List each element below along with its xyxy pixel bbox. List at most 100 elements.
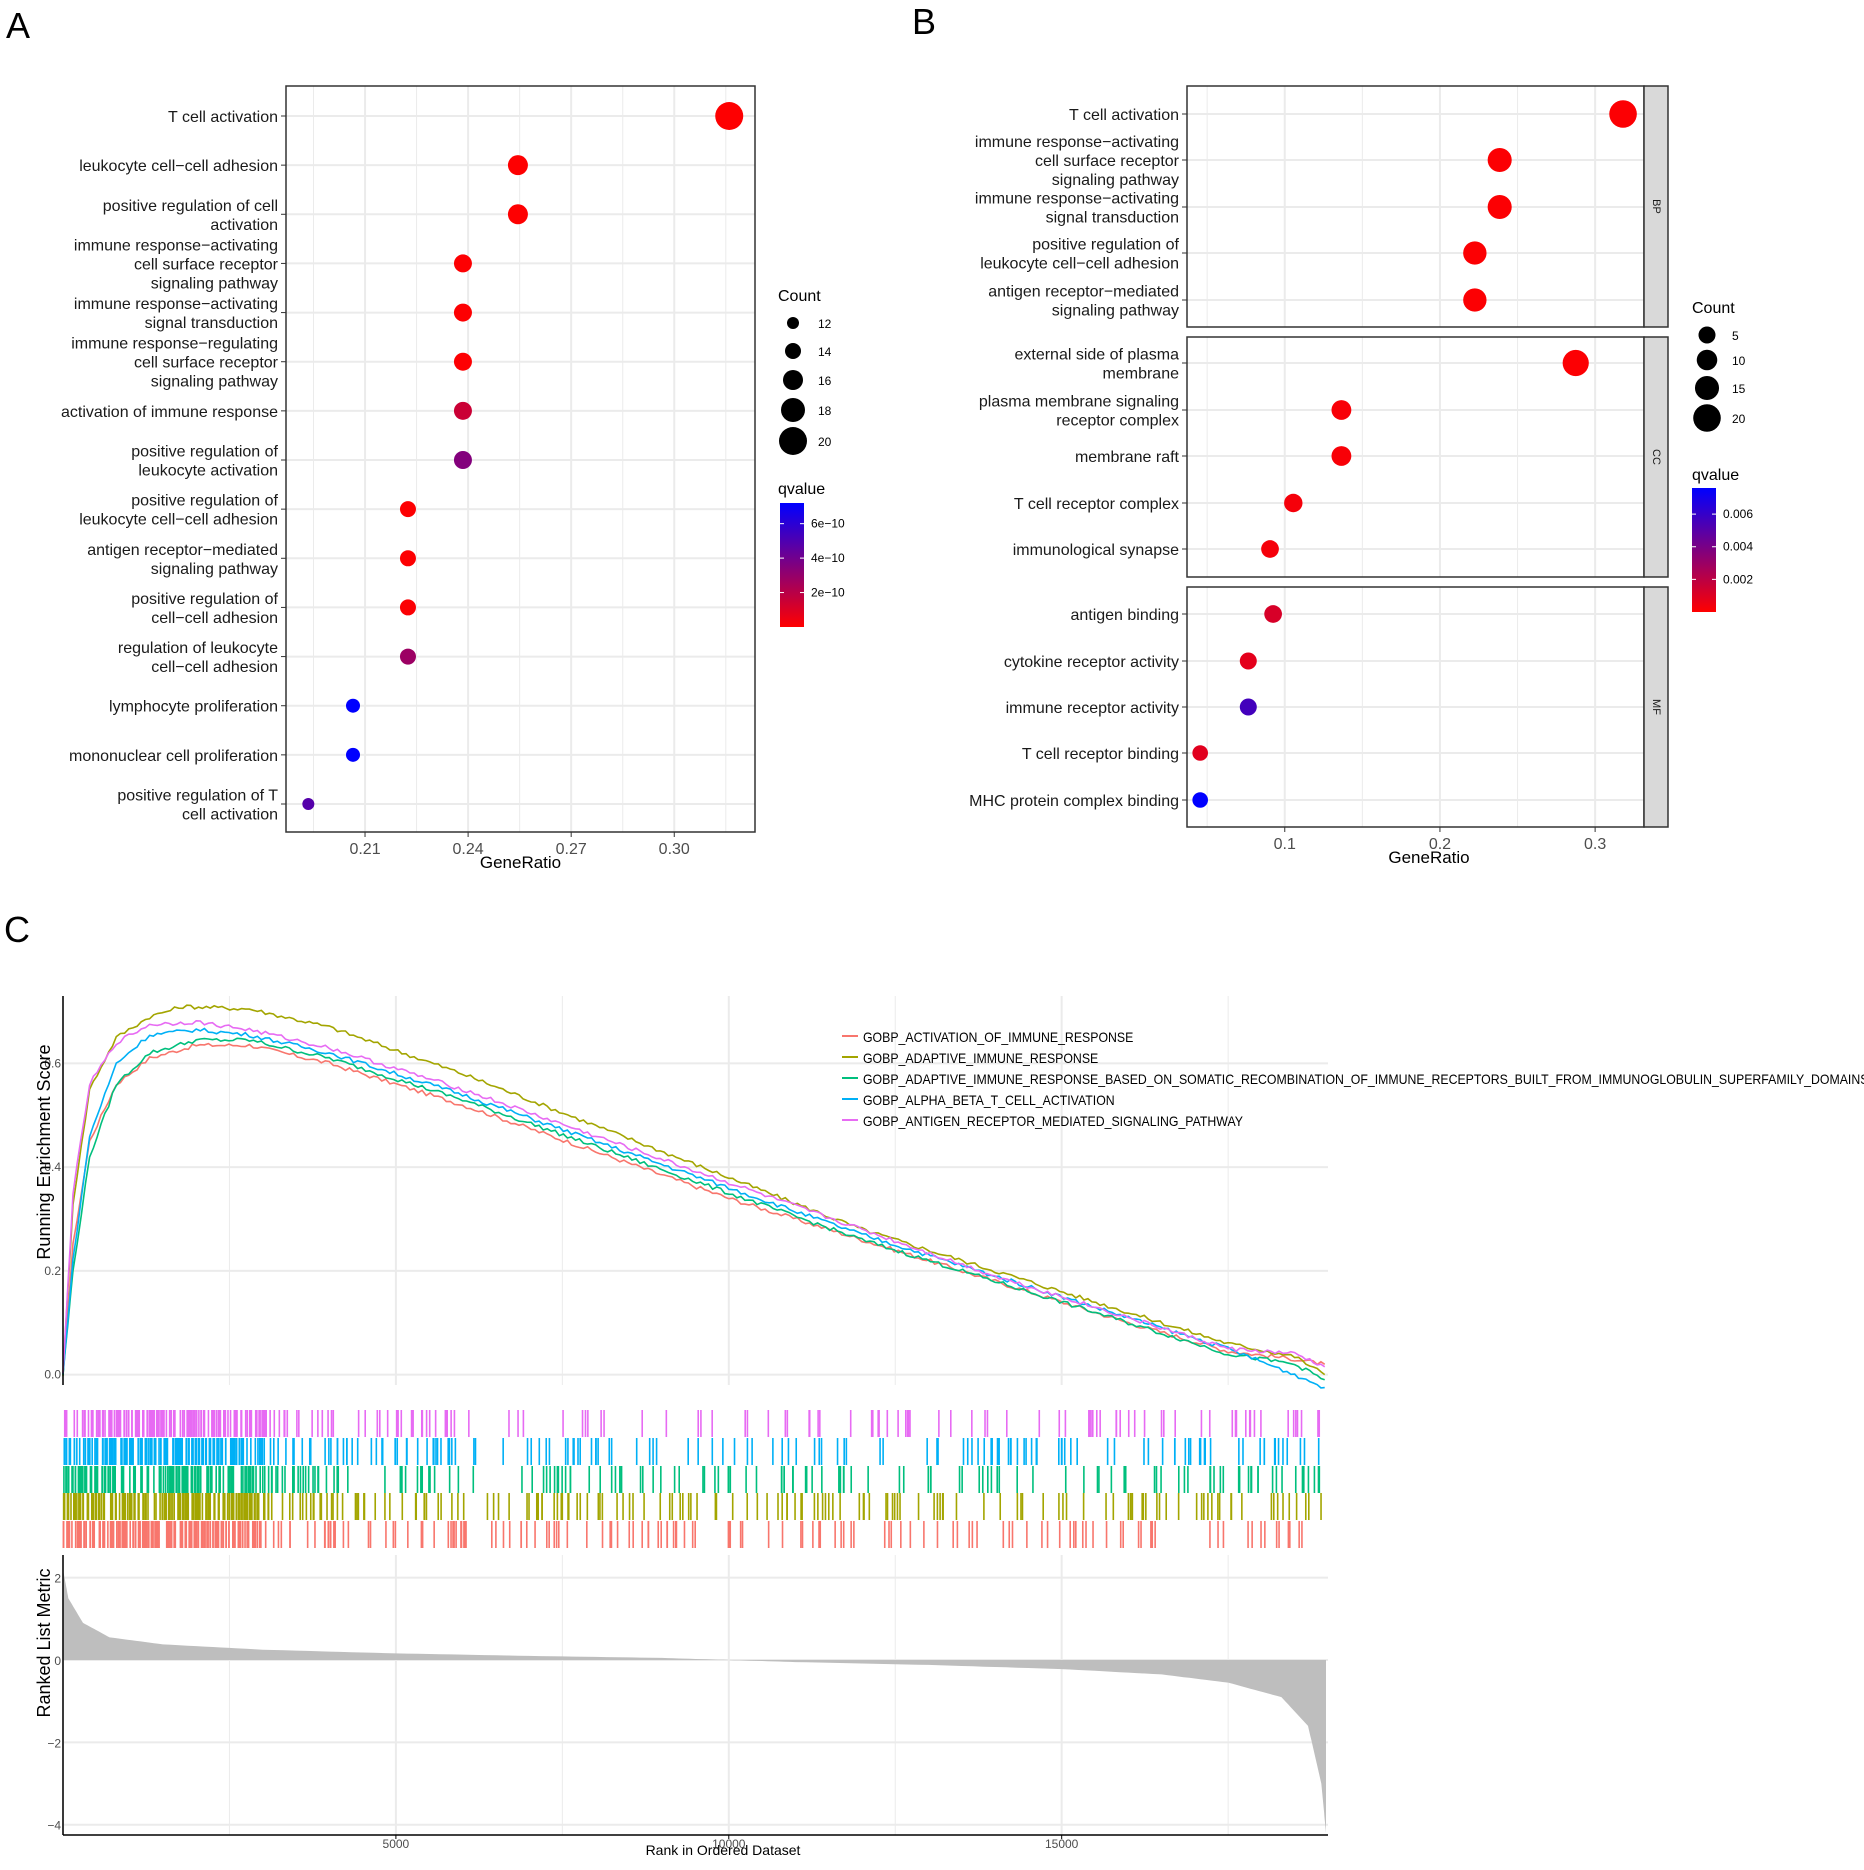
panel-b-term-label: cytokine receptor activity bbox=[1004, 654, 1179, 671]
panel-label-a: A bbox=[6, 5, 30, 46]
panel-a-point bbox=[399, 550, 416, 567]
panel-a-term-label: signaling pathway bbox=[151, 275, 278, 292]
panel-a-point bbox=[453, 352, 472, 371]
panel-c-x-axis-title: Rank in Ordered Dataset bbox=[646, 1842, 801, 1858]
panel-a-colorbar bbox=[780, 503, 804, 627]
panel-a-size-legend-label: 16 bbox=[818, 374, 832, 388]
panel-a-x-axis-title: GeneRatio bbox=[480, 853, 561, 872]
panel-c-xtick-label: 15000 bbox=[1045, 1837, 1079, 1851]
panel-c-hits-row-5 bbox=[63, 1410, 1321, 1437]
panel-b-term-label: T cell activation bbox=[1069, 107, 1179, 124]
panel-c-legend-label: GOBP_ADAPTIVE_IMMUNE_RESPONSE bbox=[863, 1050, 1098, 1066]
panel-b-facet-strip bbox=[1643, 85, 1669, 328]
panel-a-term-label: leukocyte cell−cell adhesion bbox=[79, 158, 278, 175]
panel-b-facet-strip bbox=[1643, 586, 1669, 828]
panel-b-term-label: plasma membrane signaling bbox=[979, 394, 1179, 411]
panel-b-point bbox=[1239, 698, 1257, 716]
panel-a-term-label: cell surface receptor bbox=[134, 355, 279, 372]
panel-a-term-label: immune response−regulating bbox=[71, 336, 278, 353]
panel-b-facet-strip-label: MF bbox=[1650, 699, 1662, 715]
panel-a-xtick-label: 0.24 bbox=[453, 841, 484, 858]
panel-a-dotplot: T cell activation leukocyte cell−cell adh… bbox=[61, 85, 845, 872]
panel-a-point bbox=[346, 698, 360, 713]
panel-c-top-ytick-label: 0.2 bbox=[44, 1264, 61, 1278]
panel-c-top-ytick-label: 0.4 bbox=[44, 1160, 61, 1174]
panel-a-term-label: cell−cell adhesion bbox=[151, 659, 278, 676]
panel-a-term-label: activation bbox=[210, 217, 278, 234]
panel-b-size-legend-key bbox=[1694, 375, 1720, 401]
panel-c-es-curve-1 bbox=[62, 1042, 1326, 1374]
panel-b-term-label: antigen binding bbox=[1070, 607, 1179, 624]
panel-a-point bbox=[507, 155, 528, 176]
panel-c-es-curve-2 bbox=[62, 1004, 1326, 1377]
panel-c-ranked-metric-area bbox=[63, 1569, 1326, 1833]
panel-b-point bbox=[1463, 241, 1487, 265]
panel-b-point bbox=[1487, 147, 1512, 173]
panel-a-term-label: mononuclear cell proliferation bbox=[69, 748, 278, 765]
panel-a-term-label: cell activation bbox=[182, 807, 278, 824]
panel-a-point bbox=[453, 254, 472, 273]
panel-b-xtick-label: 0.3 bbox=[1584, 836, 1606, 853]
panel-c-bottom-ytick-label: 2 bbox=[54, 1572, 61, 1586]
panel-b-term-label: immune receptor activity bbox=[1006, 700, 1179, 717]
panel-b-term-label: antigen receptor−mediated bbox=[988, 284, 1179, 301]
panel-a-term-label: immune response−activating bbox=[74, 296, 278, 313]
panel-b-size-legend-label: 20 bbox=[1732, 412, 1746, 426]
panel-a-term-label: cell surface receptor bbox=[134, 256, 279, 273]
panel-b-colorbar bbox=[1692, 488, 1716, 612]
panel-b-size-legend-title: Count bbox=[1692, 300, 1735, 317]
panel-b-term-label: immunological synapse bbox=[1013, 542, 1179, 559]
panel-a-xtick-label: 0.21 bbox=[349, 841, 380, 858]
panel-b-colorbar-label: 0.002 bbox=[1723, 572, 1753, 586]
panel-b-point bbox=[1609, 100, 1637, 128]
panel-b-point bbox=[1261, 540, 1279, 558]
panel-a-colorbar-label: 2e−10 bbox=[811, 586, 845, 600]
panel-b-size-legend-key bbox=[1693, 404, 1721, 432]
panel-b-colorbar-label: 0.004 bbox=[1723, 540, 1753, 554]
panel-a-point bbox=[453, 303, 472, 322]
panel-c-hits-row-2 bbox=[62, 1493, 1322, 1520]
panel-b-term-label: external side of plasma bbox=[1014, 347, 1179, 364]
panel-a-term-label: positive regulation of bbox=[131, 591, 278, 608]
panel-a-term-label: positive regulation of T bbox=[117, 788, 278, 805]
panel-b-x-axis-title: GeneRatio bbox=[1388, 848, 1469, 867]
panel-a-term-label: antigen receptor−mediated bbox=[87, 542, 278, 559]
panel-a-point bbox=[302, 798, 315, 810]
panel-a-point bbox=[507, 204, 528, 225]
panel-b-size-legend-key bbox=[1696, 349, 1718, 371]
panel-c-hits-row-4 bbox=[63, 1438, 1320, 1465]
panel-a-xtick-label: 0.30 bbox=[659, 841, 690, 858]
panel-a-point bbox=[715, 102, 744, 130]
panel-b-point bbox=[1264, 605, 1282, 623]
panel-a-term-label: positive regulation of bbox=[131, 493, 278, 510]
panel-b-facet-strip bbox=[1643, 336, 1669, 578]
panel-b-term-label: positive regulation of bbox=[1032, 237, 1179, 254]
panel-b-term-label: signal transduction bbox=[1046, 210, 1179, 227]
panel-a-size-legend-label: 20 bbox=[818, 435, 832, 449]
panel-b-point bbox=[1192, 792, 1208, 808]
panel-a-term-label: immune response−activating bbox=[74, 237, 278, 254]
panel-a-colorbar-label: 4e−10 bbox=[811, 551, 845, 565]
panel-b-term-label: T cell receptor complex bbox=[1014, 496, 1179, 513]
panel-b-term-label: immune response−activating bbox=[975, 134, 1179, 151]
panel-b-faceted-dotplot: BP T cell activation immune response−activ… bbox=[969, 85, 1753, 867]
panel-b-point bbox=[1331, 446, 1352, 466]
panel-a-point bbox=[453, 451, 472, 469]
panel-c-xtick-label: 5000 bbox=[383, 1837, 410, 1851]
panel-a-plot-border bbox=[285, 85, 756, 833]
panel-a-size-legend-label: 14 bbox=[818, 345, 832, 359]
panel-b-size-legend-label: 5 bbox=[1732, 329, 1739, 343]
panel-b-point bbox=[1284, 493, 1303, 513]
panel-a-term-label: positive regulation of cell bbox=[103, 198, 278, 215]
panel-a-size-legend-label: 18 bbox=[818, 404, 832, 418]
panel-b-term-label: leukocyte cell−cell adhesion bbox=[980, 256, 1179, 273]
panel-c-legend-label: GOBP_ANTIGEN_RECEPTOR_MEDIATED_SIGNALING… bbox=[863, 1113, 1243, 1129]
panel-a-term-label: activation of immune response bbox=[61, 404, 278, 421]
panel-b-point bbox=[1192, 745, 1208, 761]
panel-b-xtick-label: 0.1 bbox=[1274, 836, 1296, 853]
panel-b-xtick-label: 0.2 bbox=[1429, 836, 1451, 853]
panel-b-term-label: receptor complex bbox=[1056, 413, 1179, 430]
panel-a-xtick-label: 0.27 bbox=[556, 841, 587, 858]
panel-b-colorbar-label: 0.006 bbox=[1723, 507, 1753, 521]
